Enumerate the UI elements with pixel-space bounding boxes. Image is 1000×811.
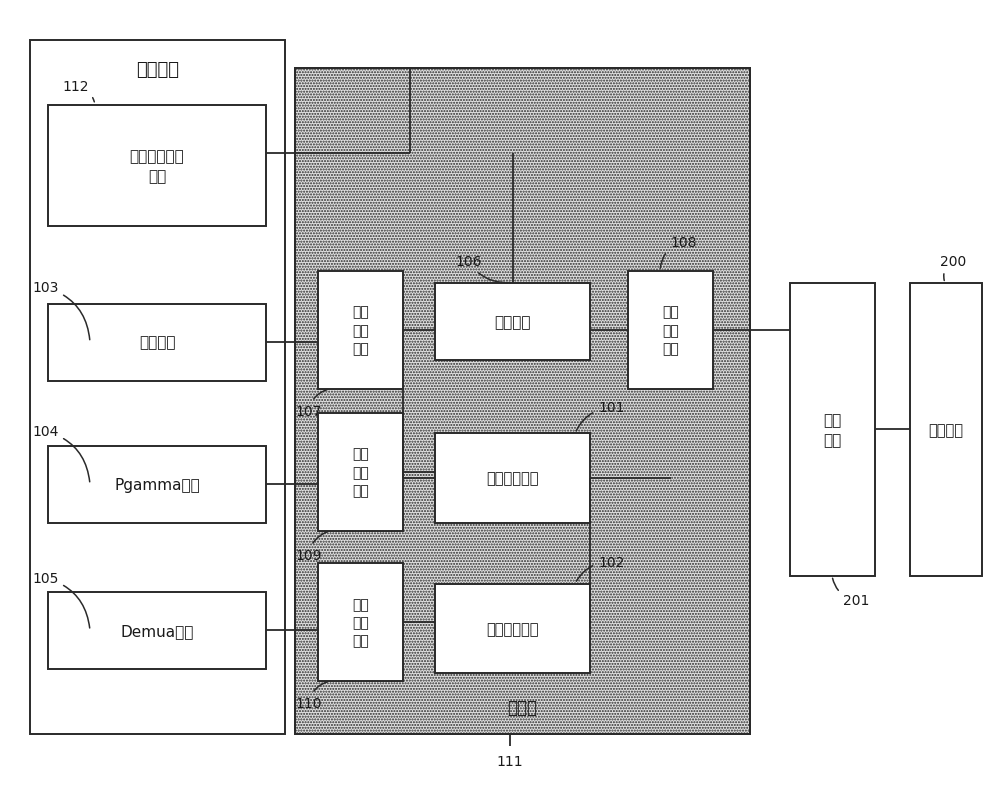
Text: 110: 110 [295, 682, 327, 710]
Text: 201: 201 [833, 578, 869, 607]
Text: 104: 104 [32, 424, 90, 483]
Text: 第二
连接
单元: 第二 连接 单元 [662, 305, 679, 356]
Text: 驱动
单元: 驱动 单元 [823, 413, 842, 447]
Text: Demua单元: Demua单元 [120, 623, 194, 638]
Text: 200: 200 [940, 255, 966, 281]
Text: 第一开关单元: 第一开关单元 [486, 471, 539, 486]
Text: 109: 109 [295, 532, 327, 563]
Bar [435, 284, 590, 361]
Text: 第四
连接
单元: 第四 连接 单元 [352, 597, 369, 648]
Bar [790, 284, 875, 576]
Bar [910, 284, 982, 576]
Text: 106: 106 [455, 255, 510, 283]
Bar [318, 414, 403, 531]
Bar [295, 69, 750, 734]
Text: 显示面板: 显示面板 [929, 423, 964, 437]
Text: 第一
连接
单元: 第一 连接 单元 [352, 305, 369, 356]
Text: 103: 103 [32, 281, 90, 341]
Text: 第三
连接
单元: 第三 连接 单元 [352, 447, 369, 498]
Text: 点灯机台: 点灯机台 [136, 61, 179, 79]
Text: 102: 102 [576, 555, 624, 581]
Bar [435, 434, 590, 523]
Text: 显示数据处理
单元: 显示数据处理 单元 [130, 149, 184, 183]
Text: Pgamma单元: Pgamma单元 [114, 477, 200, 492]
Text: 集成板: 集成板 [508, 698, 538, 716]
Text: 112: 112 [62, 79, 94, 103]
Bar [435, 584, 590, 673]
Text: 第二开关单元: 第二开关单元 [486, 621, 539, 636]
Bar [295, 69, 750, 734]
Text: 101: 101 [576, 401, 624, 431]
Bar [48, 105, 266, 227]
Bar [48, 304, 266, 381]
Text: 控制单元: 控制单元 [139, 335, 175, 350]
Text: 105: 105 [32, 571, 90, 629]
Bar [318, 564, 403, 681]
Text: 107: 107 [295, 390, 327, 418]
Bar [628, 272, 713, 389]
Bar [318, 272, 403, 389]
Text: 108: 108 [660, 235, 696, 269]
Bar [30, 41, 285, 734]
Bar [48, 592, 266, 669]
Text: 烧录单元: 烧录单元 [494, 315, 531, 330]
Bar [48, 446, 266, 523]
Text: 111: 111 [497, 753, 523, 768]
